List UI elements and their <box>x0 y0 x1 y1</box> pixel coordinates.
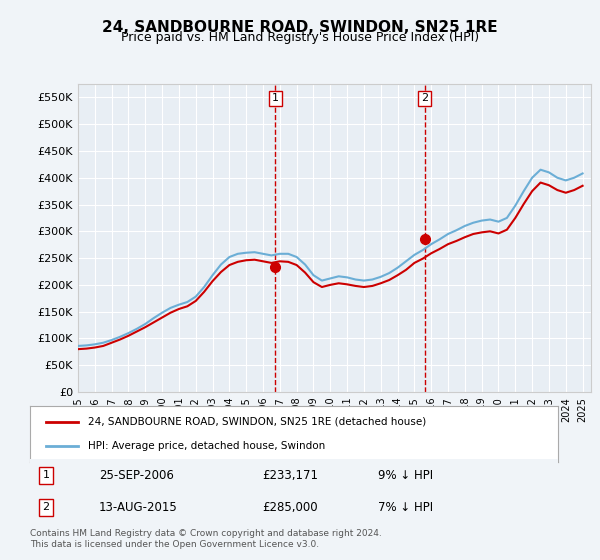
Text: £285,000: £285,000 <box>262 501 318 514</box>
Text: 9% ↓ HPI: 9% ↓ HPI <box>379 469 434 482</box>
Text: 24, SANDBOURNE ROAD, SWINDON, SN25 1RE: 24, SANDBOURNE ROAD, SWINDON, SN25 1RE <box>102 20 498 35</box>
Text: 2: 2 <box>42 502 49 512</box>
Text: 2: 2 <box>421 94 428 104</box>
Text: 24, SANDBOURNE ROAD, SWINDON, SN25 1RE (detached house): 24, SANDBOURNE ROAD, SWINDON, SN25 1RE (… <box>88 417 427 427</box>
Text: Contains HM Land Registry data © Crown copyright and database right 2024.
This d: Contains HM Land Registry data © Crown c… <box>30 529 382 549</box>
Text: 7% ↓ HPI: 7% ↓ HPI <box>379 501 434 514</box>
Text: £233,171: £233,171 <box>262 469 319 482</box>
Text: 1: 1 <box>272 94 279 104</box>
Text: Price paid vs. HM Land Registry's House Price Index (HPI): Price paid vs. HM Land Registry's House … <box>121 31 479 44</box>
Text: 13-AUG-2015: 13-AUG-2015 <box>98 501 178 514</box>
Text: 1: 1 <box>43 470 49 480</box>
Text: 25-SEP-2006: 25-SEP-2006 <box>98 469 173 482</box>
Text: HPI: Average price, detached house, Swindon: HPI: Average price, detached house, Swin… <box>88 441 325 451</box>
